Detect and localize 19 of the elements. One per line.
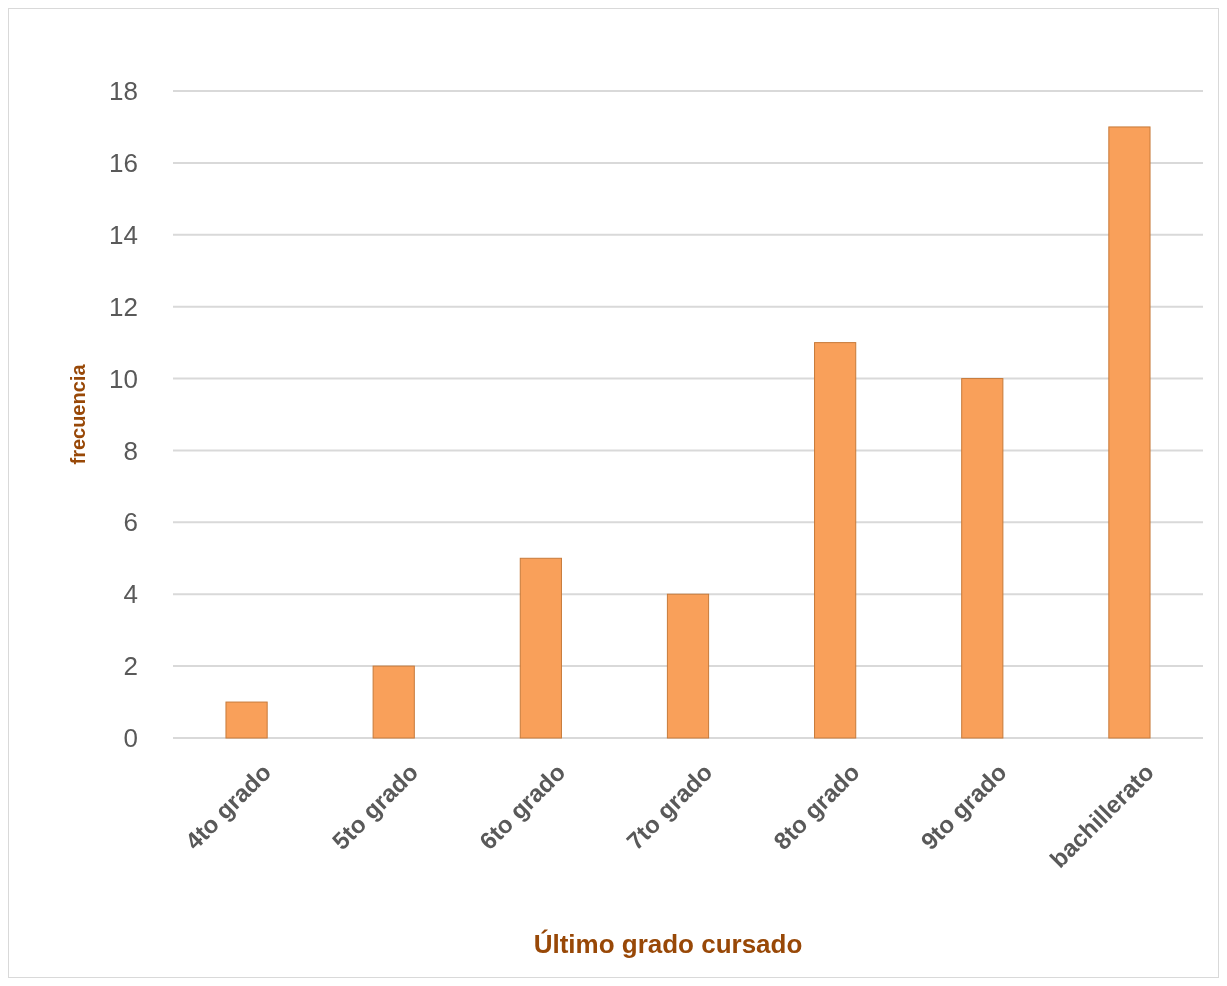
bar (372, 665, 415, 739)
bar (225, 701, 268, 739)
bar (519, 557, 562, 739)
y-tick-label: 12 (109, 291, 138, 322)
y-tick-label: 4 (123, 579, 138, 610)
y-axis-title: frecuencia (67, 363, 89, 465)
y-tick-label: 16 (109, 147, 138, 178)
y-tick-label: 18 (109, 76, 138, 107)
x-axis-title: Último grado cursado (533, 929, 803, 959)
y-tick-label: 10 (109, 363, 138, 394)
y-tick-label: 0 (123, 723, 138, 754)
y-tick-label: 6 (123, 507, 138, 538)
bar (814, 342, 857, 739)
y-tick-label: 2 (123, 651, 138, 682)
y-tick-label: 8 (123, 435, 138, 466)
bar (1108, 126, 1151, 739)
y-tick-label: 14 (109, 219, 138, 250)
bar (666, 593, 710, 739)
bar (961, 378, 1004, 739)
